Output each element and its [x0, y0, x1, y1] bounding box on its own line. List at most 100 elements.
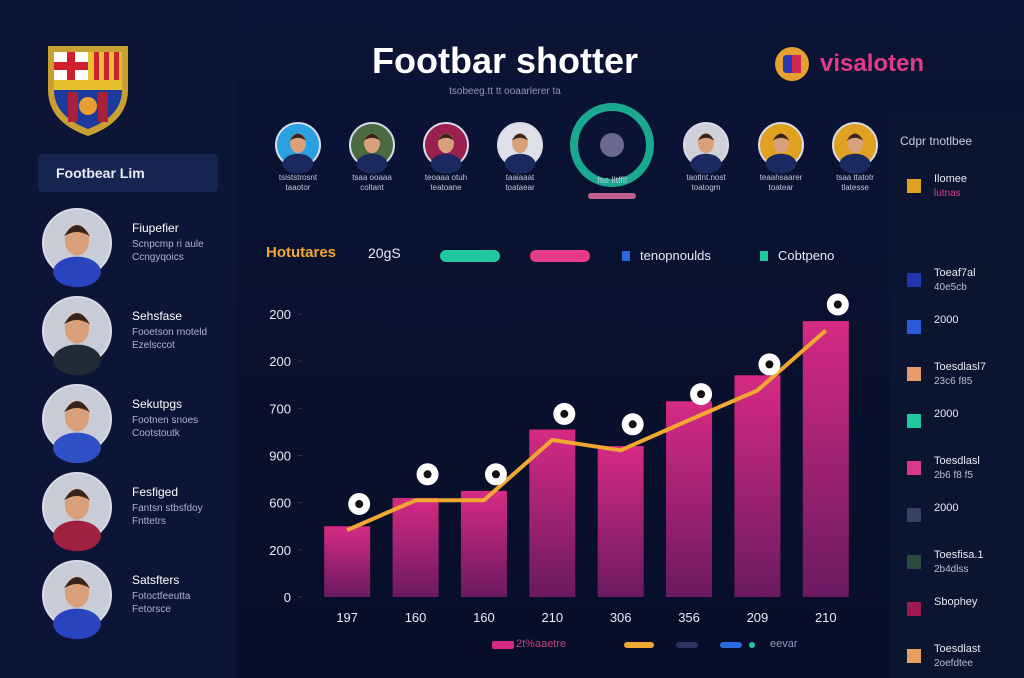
ball-marker [690, 383, 713, 406]
footer-legend: 2t%aaetre [516, 638, 567, 650]
footer-pill [492, 641, 514, 649]
avatar [683, 122, 729, 174]
brand-logo [775, 47, 809, 81]
bar [597, 446, 644, 597]
avatar-caption: tsiststrosnt [278, 173, 318, 182]
x-tick-label: 210 [541, 610, 563, 625]
avatar-caption: taotlnt.nost [686, 173, 726, 182]
bar [460, 490, 507, 597]
player-name: Satsfters [132, 573, 180, 587]
avatar-caption: toataear [505, 183, 535, 192]
avatar [42, 472, 112, 552]
legend-pill [440, 250, 500, 262]
x-tick-label: 356 [678, 610, 700, 625]
panel-sub: 2oefdtee [934, 658, 973, 669]
ball-patch [833, 300, 842, 309]
panel-label: Toesfisa.1 [934, 549, 984, 561]
ball-marker [758, 353, 781, 376]
footer-pill [624, 642, 654, 648]
avatar-caption: teatoane [430, 183, 462, 192]
panel-sub: 40e5cb [934, 282, 967, 293]
avatar-shirt [356, 153, 388, 174]
ball-marker [416, 463, 439, 486]
ball-marker [553, 402, 576, 425]
avatar-hair [363, 133, 381, 141]
bar [392, 497, 439, 597]
player-detail: Fotoctfeeutta [132, 591, 191, 602]
panel-sub: 2b6 f8 f5 [934, 470, 973, 481]
footer-pill [676, 642, 698, 648]
panel-title: Cdpr tnotlbee [900, 134, 973, 148]
avatar-hair [64, 489, 90, 501]
avatar [423, 122, 469, 174]
panel-sub: 2b4dlss [934, 564, 969, 575]
avatar [42, 296, 112, 376]
gauge-label: fse lltffll [597, 175, 627, 185]
avatar-caption: toatear [768, 183, 794, 192]
avatar-hair [697, 133, 715, 141]
right-panel [890, 118, 1024, 678]
player-detail: Fantsn stbsfdoy [132, 503, 203, 514]
avatar [275, 122, 321, 174]
ball-patch [355, 500, 364, 509]
ball-patch [560, 409, 569, 418]
bar [324, 526, 371, 597]
bar [666, 401, 713, 597]
panel-swatch [907, 602, 921, 616]
avatar-caption: tsaa ooaaa [352, 173, 392, 182]
avatar [497, 122, 543, 174]
panel-swatch [907, 367, 921, 381]
line [346, 329, 828, 532]
ball-patch [697, 390, 706, 399]
panel-swatch [907, 179, 921, 193]
panel-swatch [907, 320, 921, 334]
y-tick-label: 200 [269, 543, 291, 558]
panel-swatch [907, 414, 921, 428]
nav-button[interactable]: Footbear Lim [38, 154, 218, 192]
avatar [349, 122, 395, 174]
x-tick-label: 197 [336, 610, 358, 625]
page-subtitle: tsobeeg.tt tt ooaarlerer ta [449, 86, 561, 97]
avatar-caption: coltant [360, 183, 384, 192]
panel-label: Sbophey [934, 596, 978, 608]
player-detail: Footnen snoes [132, 415, 199, 426]
legend-icon [622, 251, 630, 261]
x-tick-label: 160 [405, 610, 427, 625]
avatar-shirt [53, 256, 101, 288]
avatar-shirt [53, 608, 101, 640]
avatar [758, 122, 804, 174]
panel-swatch [907, 273, 921, 287]
player-name: Sehsfase [132, 309, 183, 323]
legend-label: Cobtpeno [778, 248, 835, 263]
panel-swatch [907, 461, 921, 475]
legend-label: tenopnoulds [640, 248, 711, 263]
avatar-hair [772, 133, 790, 141]
panel-label: 2000 [934, 408, 959, 420]
x-tick-label: 160 [473, 610, 495, 625]
avatar-caption: taaotor [285, 183, 311, 192]
panel-label: Toesdlast [934, 643, 981, 655]
avatar-caption: teaahsaarer [759, 173, 803, 182]
panel-sub: 23c6 f85 [934, 376, 973, 387]
gauge-bar [588, 193, 636, 199]
player-detail: Fnttetrs [132, 516, 166, 527]
avatar-shirt [53, 520, 101, 552]
avatar-shirt [282, 153, 314, 174]
avatar-caption: teoaaa otuh [424, 173, 468, 182]
x-tick-label: 210 [815, 610, 837, 625]
panel-label: Toesdlasl [934, 455, 980, 467]
avatar-caption: tsaa ttatotr [836, 173, 874, 182]
ball-patch [765, 360, 774, 369]
avatar-shirt [504, 153, 536, 174]
panel-sub: lutnas [934, 188, 961, 199]
chart-title: Hotutares [266, 244, 337, 261]
page-title: Footbar shotter [372, 40, 638, 81]
ball-marker [826, 293, 849, 316]
avatar [42, 384, 112, 464]
y-tick-label: 200 [269, 307, 291, 322]
avatar-hair [64, 577, 90, 589]
ball-marker [348, 493, 371, 516]
panel-swatch [907, 649, 921, 663]
avatar [42, 560, 112, 640]
